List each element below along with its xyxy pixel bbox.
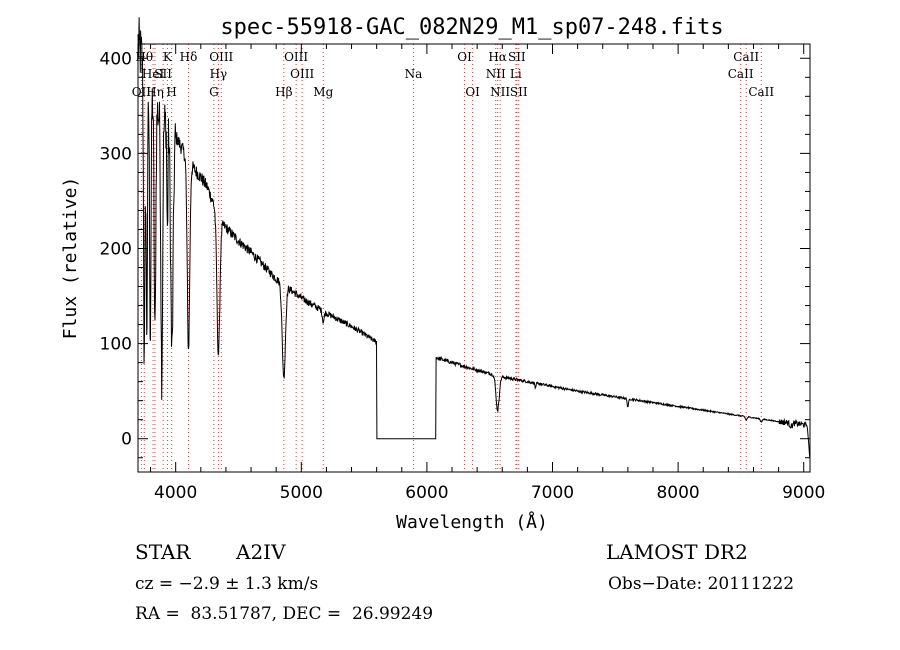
spectral-line-label: H <box>166 85 176 99</box>
x-axis: 4000 5000 6000 7000 8000 9000 <box>150 44 825 503</box>
y-axis-label: Flux (relative) <box>60 177 81 340</box>
object-subclass: A2IV <box>236 540 286 564</box>
spectral-line-label: Hγ <box>210 67 228 81</box>
y-tick-label: 0 <box>121 430 132 450</box>
y-tick-label: 100 <box>100 335 132 355</box>
spectral-line-label: SII <box>510 85 528 99</box>
spectral-line-label: CaII <box>733 50 759 64</box>
spectral-line-label: SII <box>508 50 526 64</box>
redshift-velocity: cz = −2.9 ± 1.3 km/s <box>135 574 319 594</box>
spectral-line-label: Hα <box>488 50 507 64</box>
spectral-line-label: NII <box>490 85 510 99</box>
spectral-line-label: OI <box>457 50 472 64</box>
chart-title: spec-55918-GAC_082N29_M1_sp07-248.fits <box>220 15 723 40</box>
spectral-line-label: CaII <box>728 67 754 81</box>
spectral-line-label: Hβ <box>275 85 292 99</box>
x-tick-label: 5000 <box>280 483 323 503</box>
spectral-line-label: CaII <box>748 85 774 99</box>
x-tick-label: 6000 <box>405 483 448 503</box>
survey-name: LAMOST DR2 <box>606 540 748 564</box>
spectral-line-label: Hη <box>146 85 164 99</box>
x-tick-label: 9000 <box>782 483 825 503</box>
spectral-line-label: Na <box>405 67 423 81</box>
x-tick-label: 4000 <box>154 483 197 503</box>
spectral-line-label: Mg <box>313 85 333 99</box>
y-tick-label: 200 <box>100 239 132 259</box>
spectral-line-label: HeI <box>142 67 165 81</box>
ra-dec-coordinates: RA = 83.51787, DEC = 26.99249 <box>135 604 434 624</box>
object-class: STAR <box>135 540 191 564</box>
spectral-line-label: G <box>209 85 219 99</box>
spectral-line-markers <box>140 44 762 472</box>
observation-date: Obs−Date: 20111222 <box>608 574 795 594</box>
x-axis-label: Wavelength (Å) <box>396 511 548 533</box>
y-axis: 0 100 200 300 400 <box>100 49 810 459</box>
plot-frame <box>137 43 811 473</box>
spectral-line-label: Li <box>510 67 522 81</box>
y-tick-label: 400 <box>100 49 132 69</box>
spectral-line-label: SII <box>154 67 172 81</box>
x-tick-label: 7000 <box>531 483 574 503</box>
spectral-line-label: NII <box>486 67 506 81</box>
spectral-line-label: OI <box>465 85 480 99</box>
spectral-line-label: OIII <box>209 50 233 64</box>
spectral-line-label: OIII <box>284 50 308 64</box>
x-tick-label: 8000 <box>656 483 699 503</box>
spectral-line-label: K <box>163 50 173 64</box>
spectrum-line <box>137 17 811 458</box>
spectral-line-label: OIII <box>290 67 314 81</box>
spectral-line-label: Hδ <box>180 50 198 64</box>
y-tick-label: 300 <box>100 144 132 164</box>
spectral-line-label: OII <box>132 85 152 99</box>
